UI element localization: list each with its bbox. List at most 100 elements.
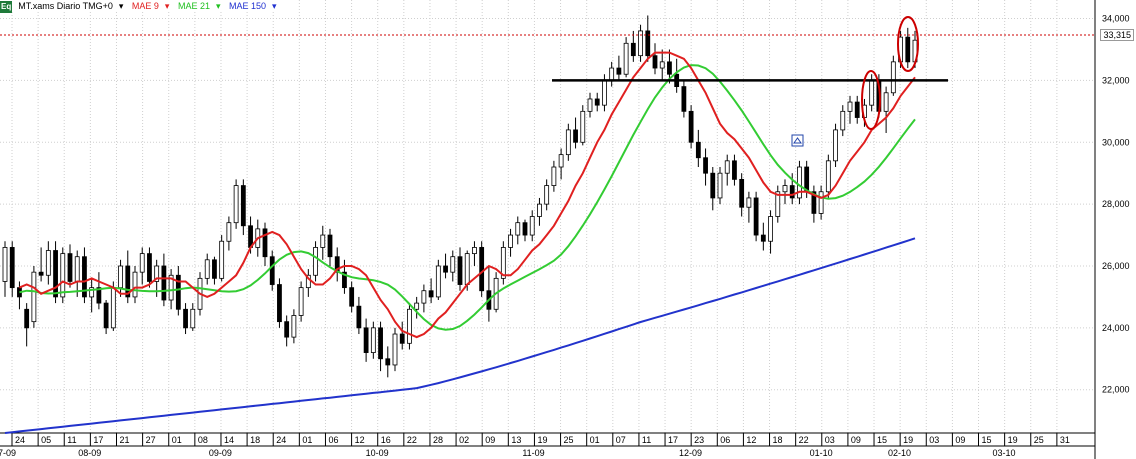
candle[interactable]	[537, 197, 542, 226]
candle[interactable]	[38, 247, 44, 282]
candle[interactable]	[305, 269, 311, 297]
candle[interactable]	[775, 185, 781, 223]
candle[interactable]	[782, 179, 788, 205]
candle[interactable]	[768, 210, 773, 254]
candle[interactable]	[753, 191, 759, 242]
candle[interactable]	[82, 247, 87, 304]
candle[interactable]	[89, 278, 95, 313]
chevron-down-icon[interactable]: ▾	[215, 1, 221, 11]
candle[interactable]	[399, 321, 405, 350]
candle[interactable]	[240, 179, 246, 236]
candle[interactable]	[183, 303, 188, 335]
candle[interactable]	[327, 228, 333, 266]
candle[interactable]	[31, 265, 37, 328]
candle[interactable]	[623, 37, 629, 78]
candle[interactable]	[695, 129, 701, 168]
candle[interactable]	[204, 253, 210, 285]
candle[interactable]	[659, 49, 665, 81]
candle[interactable]	[688, 105, 694, 149]
candle[interactable]	[378, 321, 383, 372]
candle[interactable]	[573, 117, 578, 149]
candle[interactable]	[370, 321, 376, 359]
candle[interactable]	[732, 154, 737, 186]
candle[interactable]	[103, 300, 109, 335]
candle[interactable]	[320, 225, 326, 260]
candle[interactable]	[392, 327, 398, 372]
candle[interactable]	[132, 265, 138, 304]
candle[interactable]	[428, 278, 434, 304]
candle[interactable]	[638, 24, 643, 62]
candle[interactable]	[724, 154, 730, 186]
candle[interactable]	[760, 222, 766, 251]
candle[interactable]	[710, 167, 716, 211]
candle[interactable]	[219, 235, 225, 282]
candle[interactable]	[558, 148, 564, 180]
candle[interactable]	[45, 241, 51, 285]
candle[interactable]	[905, 27, 911, 69]
candle[interactable]	[313, 241, 318, 282]
candle[interactable]	[630, 30, 636, 62]
ma21-line[interactable]	[19, 64, 916, 331]
candle[interactable]	[457, 247, 463, 291]
candle[interactable]	[739, 173, 745, 217]
candle[interactable]	[9, 241, 15, 297]
annotation-circle[interactable]	[861, 70, 881, 130]
candle[interactable]	[551, 160, 557, 192]
candle[interactable]	[890, 55, 896, 96]
candle[interactable]	[840, 105, 846, 137]
candle[interactable]	[269, 250, 275, 291]
candle[interactable]	[168, 269, 174, 310]
candle[interactable]	[587, 92, 593, 118]
candle[interactable]	[500, 241, 506, 285]
candle[interactable]	[854, 95, 860, 124]
candle[interactable]	[212, 256, 217, 285]
candle[interactable]	[226, 216, 232, 251]
ma9-line[interactable]	[19, 51, 916, 339]
symbol-label[interactable]: MT.xams Diario TMG+0	[18, 1, 113, 11]
candle[interactable]	[883, 86, 889, 133]
candle[interactable]	[472, 241, 477, 266]
candle[interactable]	[616, 55, 622, 81]
candle[interactable]	[847, 95, 853, 124]
candle[interactable]	[175, 265, 181, 316]
candle[interactable]	[24, 303, 30, 347]
candle[interactable]	[233, 179, 239, 229]
candle[interactable]	[190, 303, 196, 331]
candle[interactable]	[479, 241, 485, 297]
candle[interactable]	[565, 123, 571, 161]
candle[interactable]	[833, 123, 838, 168]
candle[interactable]	[515, 216, 521, 245]
candle[interactable]	[421, 284, 427, 313]
candle[interactable]	[529, 210, 535, 242]
chevron-down-icon[interactable]: ▾	[118, 1, 124, 11]
candle[interactable]	[703, 148, 708, 186]
candle[interactable]	[508, 228, 513, 257]
candle[interactable]	[594, 92, 600, 112]
candle[interactable]	[277, 278, 282, 328]
candle[interactable]	[139, 247, 145, 285]
candle[interactable]	[284, 315, 290, 347]
candle[interactable]	[746, 191, 752, 223]
legend-mae150[interactable]: MAE 150	[229, 1, 267, 11]
candle[interactable]	[407, 303, 412, 350]
candle[interactable]	[818, 185, 824, 220]
legend-mae21[interactable]: MAE 21	[177, 1, 210, 11]
candle[interactable]	[291, 309, 297, 344]
candle[interactable]	[522, 219, 528, 242]
candle[interactable]	[797, 160, 802, 205]
candle[interactable]	[435, 259, 441, 301]
candle[interactable]	[414, 296, 420, 319]
candle[interactable]	[96, 272, 102, 310]
event-marker-icon[interactable]	[791, 134, 804, 147]
candle[interactable]	[645, 15, 651, 62]
candle[interactable]	[385, 346, 391, 378]
candle[interactable]	[681, 80, 687, 118]
candle[interactable]	[262, 222, 268, 266]
candle[interactable]	[825, 154, 831, 198]
candle[interactable]	[450, 250, 456, 282]
candle[interactable]	[717, 167, 723, 205]
candle[interactable]	[60, 247, 66, 304]
candle[interactable]	[652, 43, 658, 75]
candle[interactable]	[580, 105, 586, 146]
candle[interactable]	[349, 281, 355, 313]
